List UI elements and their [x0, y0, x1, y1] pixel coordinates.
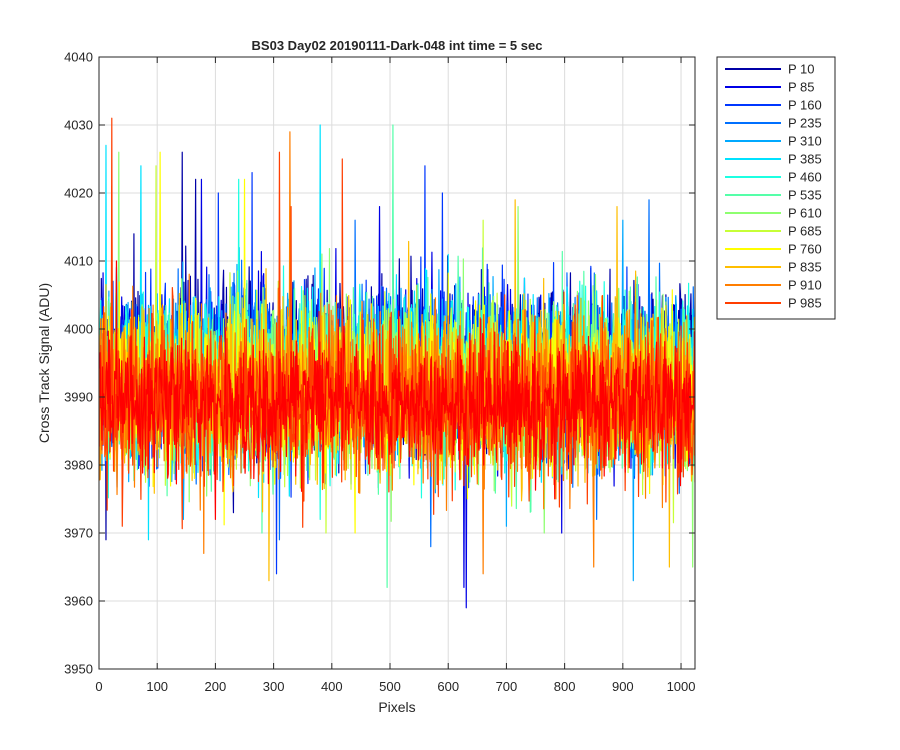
- legend: P 10 P 85 P 160 P 235 P 310 P 385 P 460 P 535 P …: [716, 56, 836, 320]
- y-tick-label: 3950: [64, 662, 93, 677]
- x-tick-label: 1000: [667, 679, 696, 694]
- x-tick-label: 800: [554, 679, 576, 694]
- y-tick-label: 4040: [64, 50, 93, 65]
- chart-title: BS03 Day02 20190111-Dark-048 int time = …: [252, 38, 543, 53]
- legend-label: P 685: [788, 224, 822, 239]
- x-tick-label: 200: [205, 679, 227, 694]
- y-tick-label: 3970: [64, 526, 93, 541]
- legend-label: P 160: [788, 98, 822, 113]
- legend-label: P 10: [788, 62, 815, 77]
- y-tick-label: 3960: [64, 594, 93, 609]
- series-line-unlabeled: [99, 260, 695, 520]
- legend-label: P 235: [788, 116, 822, 131]
- x-tick-label: 500: [379, 679, 401, 694]
- legend-label: P 460: [788, 170, 822, 185]
- y-tick-label: 3990: [64, 390, 93, 405]
- legend-label: P 910: [788, 278, 822, 293]
- x-axis-label: Pixels: [378, 699, 415, 715]
- legend-label: P 835: [788, 260, 822, 275]
- x-tick-label: 700: [496, 679, 518, 694]
- legend-label: P 535: [788, 188, 822, 203]
- ticks: 0 100 200 300 400 500 600 700 800 900 1000 3950 3960…: [64, 50, 695, 695]
- x-tick-label: 400: [321, 679, 343, 694]
- y-tick-label: 3980: [64, 458, 93, 473]
- y-tick-label: 4000: [64, 322, 93, 337]
- legend-label: P 610: [788, 206, 822, 221]
- legend-label: P 985: [788, 296, 822, 311]
- legend-label: P 85: [788, 80, 815, 95]
- x-tick-label: 0: [95, 679, 102, 694]
- y-tick-label: 4010: [64, 254, 93, 269]
- y-axis-label: Cross Track Signal (ADU): [36, 283, 52, 443]
- x-tick-label: 900: [612, 679, 634, 694]
- x-tick-label: 600: [437, 679, 459, 694]
- y-tick-label: 4020: [64, 186, 93, 201]
- x-tick-label: 100: [146, 679, 168, 694]
- legend-box: [716, 56, 836, 320]
- plot-frame: [98, 56, 696, 670]
- legend-label: P 385: [788, 152, 822, 167]
- series-layer: [99, 117, 695, 609]
- x-tick-label: 300: [263, 679, 285, 694]
- legend-label: P 310: [788, 134, 822, 149]
- y-tick-label: 4030: [64, 118, 93, 133]
- legend-label: P 760: [788, 242, 822, 257]
